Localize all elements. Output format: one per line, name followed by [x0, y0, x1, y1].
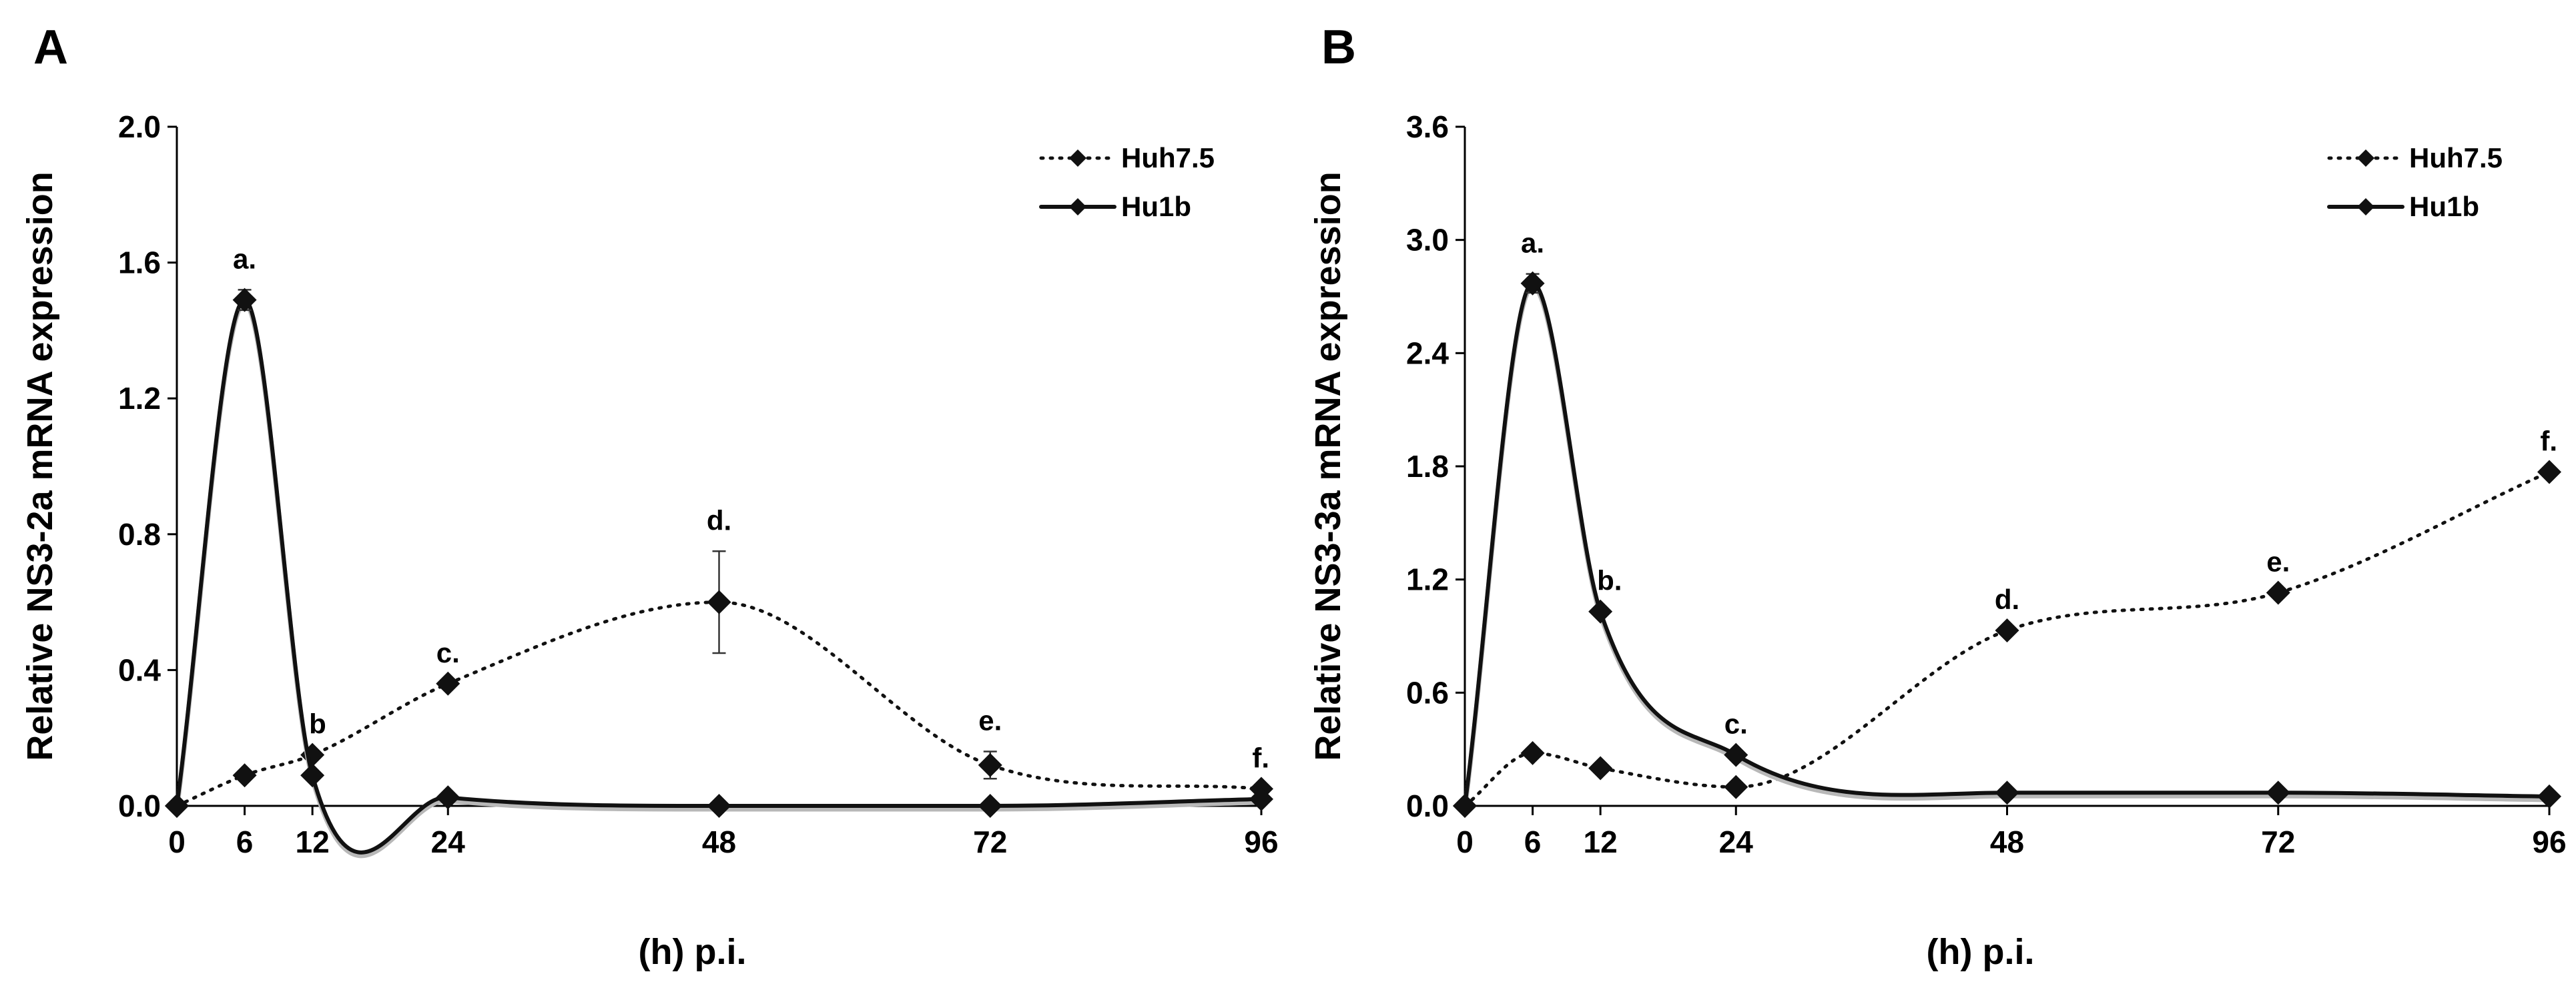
- x-tick-label: 0: [1456, 825, 1474, 859]
- y-axis-label: Relative NS3-3a mRNA expression: [1308, 171, 1348, 761]
- y-tick-label: 1.2: [1406, 562, 1449, 597]
- legend-label: Hu1b: [2409, 191, 2479, 222]
- data-point: [707, 590, 731, 614]
- y-tick-label: 0.0: [1406, 789, 1449, 823]
- data-point: [1520, 740, 1545, 765]
- data-point: [978, 794, 1002, 818]
- series-shadow: [1462, 284, 2550, 810]
- legend-marker: [1069, 198, 1086, 215]
- legend-marker: [2357, 149, 2374, 167]
- data-point: [1453, 794, 1477, 818]
- x-tick-label: 24: [431, 825, 466, 859]
- x-tick-label: 72: [2261, 825, 2295, 859]
- data-point: [2537, 784, 2561, 809]
- point-annotation: c.: [1724, 708, 1748, 740]
- point-annotation: e.: [978, 705, 1002, 736]
- series-line-hu1b: [175, 298, 1263, 855]
- chart-panel-b: B 0.0 0.6 1.2 1.8 2.4 3.0 3.6 0 6 12 24 48 72 96 Relati…: [1308, 21, 2567, 972]
- data-point: [1995, 618, 2019, 643]
- data-point: [1995, 781, 2019, 805]
- y-tick-label: 0.8: [118, 517, 161, 552]
- point-annotation: c.: [436, 637, 460, 668]
- legend-label: Huh7.5: [2409, 142, 2503, 173]
- data-point: [2266, 580, 2290, 605]
- x-tick-label: 96: [2532, 825, 2566, 859]
- point-annotation: a.: [1521, 227, 1544, 259]
- x-tick-label: 72: [973, 825, 1007, 859]
- data-point: [1249, 787, 1273, 811]
- data-point: [232, 763, 257, 788]
- data-point: [1724, 742, 1748, 767]
- x-tick-label: 12: [1584, 825, 1618, 859]
- point-annotation: b.: [1597, 565, 1622, 596]
- point-annotation: a.: [233, 243, 256, 274]
- legend-marker: [1069, 149, 1086, 167]
- y-tick-label: 1.6: [118, 245, 161, 280]
- x-tick-label: 6: [1524, 825, 1542, 859]
- data-point: [300, 763, 325, 788]
- x-tick-label: 96: [1244, 825, 1278, 859]
- x-tick-label: 24: [1719, 825, 1754, 859]
- chart-panel-a: A 0.0 0.4 0.8 1.2 1.6 2.0 0 6 12 24 48 72 96 Relative …: [20, 21, 1279, 972]
- point-annotation: e.: [2266, 546, 2290, 577]
- x-tick-label: 12: [296, 825, 330, 859]
- data-point: [165, 794, 189, 818]
- data-point: [2266, 781, 2290, 805]
- panel-label: A: [33, 21, 68, 74]
- y-tick-label: 3.0: [1406, 223, 1449, 258]
- point-annotation: d.: [707, 504, 731, 536]
- x-axis-label: (h) p.i.: [1927, 932, 2035, 972]
- y-tick-label: 3.6: [1406, 109, 1449, 144]
- x-tick-label: 48: [1990, 825, 2024, 859]
- point-annotation: f.: [1252, 742, 1269, 774]
- series-line-huh7-5: [1463, 470, 2551, 808]
- y-tick-label: 1.8: [1406, 449, 1449, 484]
- y-tick-label: 2.4: [1406, 336, 1449, 370]
- series-line-huh7-5: [175, 600, 1263, 808]
- legend-marker: [2357, 198, 2374, 215]
- point-annotation: f.: [2540, 425, 2557, 456]
- y-tick-label: 0.0: [118, 789, 161, 823]
- series-line-hu1b: [1463, 281, 2551, 808]
- y-tick-label: 0.4: [118, 652, 161, 687]
- y-tick-label: 2.0: [118, 109, 161, 144]
- data-point: [436, 671, 460, 696]
- y-tick-label: 0.6: [1406, 675, 1449, 710]
- x-tick-label: 48: [702, 825, 736, 859]
- data-point: [232, 288, 257, 312]
- panel-label: B: [1321, 21, 1356, 74]
- x-axis-label: (h) p.i.: [639, 932, 747, 972]
- point-annotation: b: [309, 708, 326, 740]
- data-point: [2537, 460, 2561, 484]
- legend-label: Huh7.5: [1121, 142, 1215, 173]
- legend-label: Hu1b: [1121, 191, 1191, 222]
- data-point: [1588, 756, 1613, 781]
- y-axis-label: Relative NS3-2a mRNA expression: [20, 171, 60, 761]
- data-point: [1724, 775, 1748, 799]
- data-point: [1588, 599, 1613, 624]
- data-point: [707, 794, 731, 818]
- y-tick-label: 1.2: [118, 381, 161, 416]
- data-point: [1520, 271, 1545, 296]
- x-tick-label: 0: [168, 825, 186, 859]
- data-point: [436, 785, 460, 810]
- data-point: [978, 753, 1002, 777]
- x-tick-label: 6: [236, 825, 254, 859]
- point-annotation: d.: [1995, 584, 2019, 615]
